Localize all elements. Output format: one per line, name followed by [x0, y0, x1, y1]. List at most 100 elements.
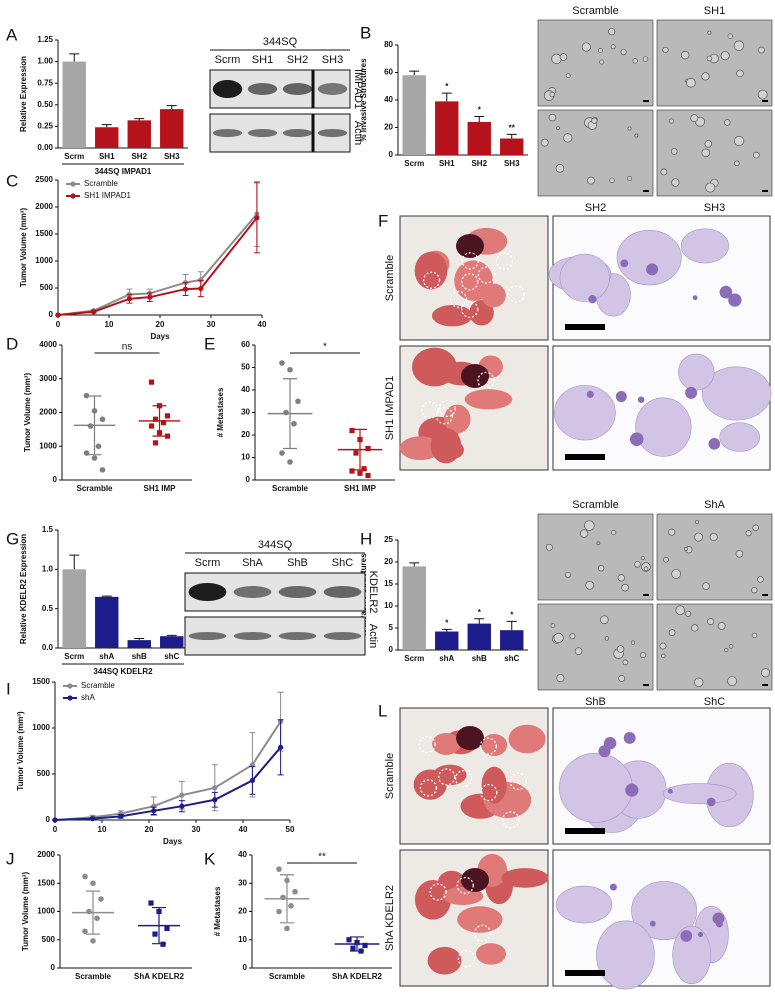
cell-structure	[685, 610, 692, 617]
scale-bar	[643, 684, 649, 686]
cell-structure	[565, 73, 571, 79]
point	[361, 466, 367, 472]
metastasis-marker	[429, 883, 447, 901]
cell-structure	[669, 118, 675, 124]
cell-structure	[757, 576, 764, 583]
scale-bar	[643, 594, 649, 596]
legend-marker	[67, 683, 73, 689]
point	[350, 945, 356, 951]
x-tick-label: 20	[145, 825, 154, 834]
tumor-nodule	[708, 438, 721, 450]
significance: **	[318, 852, 326, 863]
scale-bar	[762, 684, 768, 686]
y-tick-label: 0.50	[37, 100, 53, 109]
cell-structure	[684, 546, 688, 551]
tumor-nodule	[706, 797, 716, 807]
cell-structure	[701, 148, 711, 158]
x-tick-label: shC	[504, 654, 519, 663]
panel-label: B	[360, 23, 371, 42]
x-axis-label: 344SQ KDELR2	[93, 667, 153, 676]
cell-structure	[599, 615, 609, 625]
point	[287, 366, 293, 373]
y-tick-label: 1500	[37, 878, 55, 887]
cell-structure	[736, 69, 744, 78]
lung-lobe	[431, 304, 473, 327]
legend-marker	[70, 193, 76, 199]
blot-band	[212, 80, 243, 98]
cell-structure	[694, 519, 700, 525]
cell-structure	[701, 72, 710, 81]
cell-structure	[670, 148, 678, 155]
y-tick-label: 2000	[39, 408, 57, 417]
x-tick-label: Scrm	[404, 654, 424, 663]
lung-lobe	[508, 724, 546, 754]
cell-structure	[694, 532, 703, 542]
y-tick-label: 40	[384, 95, 393, 104]
y-tick-label: 20	[238, 907, 247, 916]
cell-structure	[727, 676, 737, 687]
point	[90, 816, 96, 822]
error-bar	[101, 124, 112, 128]
blot-row-label: Actin	[352, 121, 364, 145]
y-tick-label: 1.25	[37, 35, 53, 44]
x-tick-label: 20	[156, 320, 165, 329]
lung-row-label: SH1 IMPAD1	[384, 376, 396, 441]
metastasis-marker	[477, 371, 495, 390]
metastasis-marker	[495, 252, 514, 270]
blot-band	[317, 129, 348, 137]
point	[148, 423, 155, 429]
blot-band	[212, 129, 243, 137]
bar	[500, 630, 524, 650]
cell-structure	[549, 91, 555, 98]
x-tick-label: shB	[472, 654, 487, 663]
y-tick-label: 1000	[35, 256, 53, 265]
error-bar	[409, 562, 420, 567]
blot-band	[233, 586, 272, 598]
cell-structure	[751, 632, 758, 639]
cell-structure	[733, 40, 745, 51]
micrograph-label: SH2	[585, 202, 606, 214]
tumor-nodule	[603, 737, 617, 750]
point	[249, 777, 255, 784]
y-axis-label: Relative KDELR2 Expression	[19, 534, 28, 644]
error-bar	[441, 92, 452, 102]
tumor-nodule	[629, 432, 644, 447]
point	[151, 808, 157, 814]
scale-bar	[762, 100, 768, 102]
tumor-nodule	[649, 920, 656, 927]
point	[198, 285, 204, 292]
cell-structure	[724, 119, 731, 126]
cell-structure	[618, 674, 626, 682]
cell-structure	[707, 618, 715, 626]
tumor-nodule	[667, 788, 673, 794]
y-tick-label: 1.5	[42, 525, 54, 534]
lung-lobe	[414, 880, 451, 920]
tissue-section	[631, 881, 698, 940]
cell-structure	[660, 168, 668, 176]
y-tick-label: 40	[238, 850, 247, 859]
tumor-nodule	[623, 732, 636, 744]
legend-label: shA	[81, 693, 95, 702]
tumor-nodule	[685, 386, 698, 399]
point	[295, 398, 301, 405]
bar	[435, 101, 459, 155]
blot-title: 344SQ	[258, 539, 293, 551]
cell-structure	[757, 89, 768, 100]
x-tick-label: 10	[105, 320, 114, 329]
cell-structure	[752, 151, 760, 159]
micrograph	[537, 513, 654, 601]
cell-structure	[733, 135, 745, 147]
point	[82, 928, 88, 935]
lung-lobe	[501, 868, 549, 888]
cell-structure	[668, 528, 676, 536]
tissue-section	[680, 228, 729, 264]
lung-lobe	[481, 734, 508, 756]
cell-structure	[599, 59, 605, 65]
x-tick-label: Scramble	[269, 972, 306, 981]
y-axis-label: Tumor Volume (mm³)	[19, 208, 28, 288]
panel-label: I	[6, 679, 11, 698]
cell-structure	[704, 140, 713, 148]
lung-lobe	[464, 389, 513, 410]
lung-lobe	[399, 436, 442, 461]
lung-lobe	[481, 766, 507, 804]
